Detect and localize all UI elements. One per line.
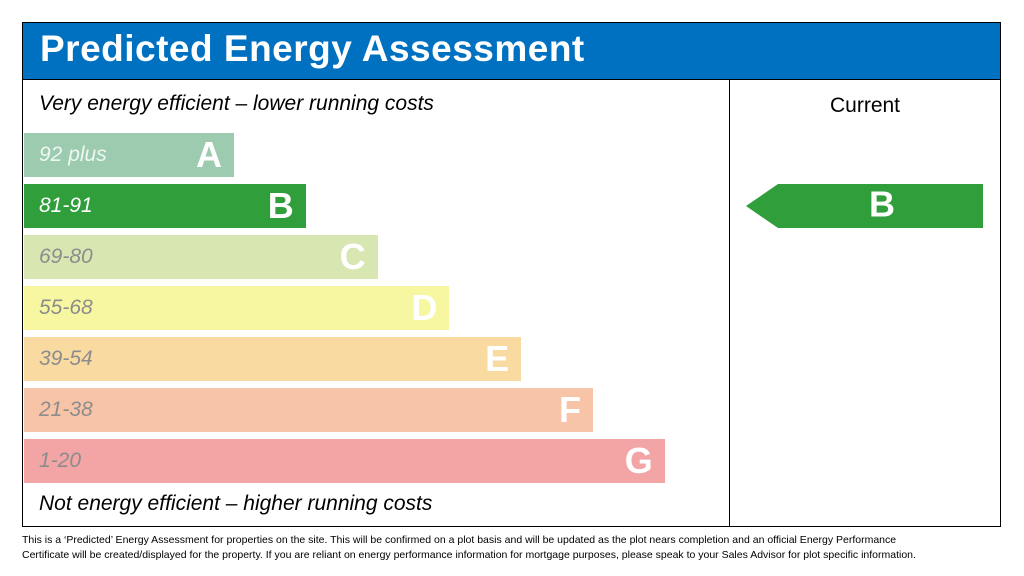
- band: 1-20 G: [24, 439, 665, 483]
- band-range: 39-54: [39, 347, 93, 370]
- bottom-label: Not energy efficient – higher running co…: [39, 492, 433, 515]
- band: 55-68 D: [24, 286, 450, 330]
- band-letter: B: [267, 185, 294, 226]
- band-range: 81-91: [39, 194, 93, 217]
- frame: [22, 22, 1001, 527]
- band: 21-38 F: [24, 388, 593, 432]
- current-heading: Current: [829, 94, 901, 117]
- band-letter: F: [559, 389, 581, 430]
- band-range: 92 plus: [39, 143, 107, 166]
- band-range: 21-38: [39, 398, 93, 421]
- band-letter: A: [196, 134, 222, 175]
- band-range: 69-80: [39, 245, 93, 268]
- band-range: 55-68: [39, 296, 93, 319]
- divider: [729, 80, 730, 526]
- footnote-line: This is a ‘Predicted’ Energy Assessment …: [22, 534, 897, 546]
- arrow-shape: [746, 184, 983, 228]
- band: 39-54 E: [24, 337, 522, 381]
- band: 81-91 B: [24, 184, 306, 228]
- top-label: Very energy efficient – lower running co…: [39, 92, 434, 115]
- footnote-line: Certificate will be created/displayed fo…: [22, 549, 916, 561]
- band-letter: G: [624, 440, 653, 481]
- band-range: 1-20: [39, 449, 82, 472]
- band: 69-80 C: [24, 235, 378, 279]
- title: Predicted Energy Assessment: [40, 28, 585, 69]
- band: 92 plus A: [24, 133, 234, 177]
- header-bar: [23, 23, 1000, 80]
- current-rating: B: [869, 184, 895, 225]
- band-letter: D: [411, 287, 438, 328]
- band-letter: E: [485, 338, 510, 379]
- current-arrow: B: [746, 184, 983, 228]
- band-letter: C: [339, 236, 366, 277]
